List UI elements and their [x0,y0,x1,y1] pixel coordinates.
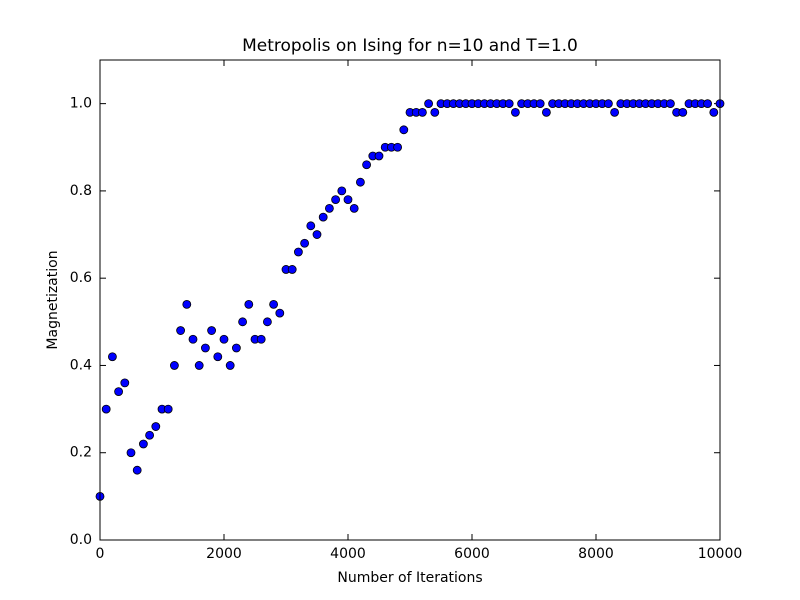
point [374,151,384,161]
point [349,203,359,213]
point [256,334,266,344]
point [610,107,619,117]
point [219,334,229,344]
point [194,361,204,370]
point [244,299,254,309]
x-tick-label: 4000 [330,546,366,562]
point [417,107,427,117]
point [275,308,285,318]
point [337,186,347,196]
x-tick-label: 8000 [578,546,614,562]
y-tick-label: 0.6 [70,270,92,286]
x-tick-label: 2000 [206,546,242,562]
point [324,203,334,213]
y-tick-label: 0.2 [70,445,92,461]
point [163,404,173,414]
point [535,99,545,109]
y-tick-label: 0.4 [70,357,92,373]
point [138,439,148,449]
point [355,177,365,187]
point [511,107,520,117]
point [182,299,192,309]
y-tick-label: 0.8 [70,183,92,199]
point [101,404,111,414]
point [300,238,310,248]
point [176,326,186,335]
point [293,247,303,257]
point [126,448,136,458]
point [213,352,223,362]
point [269,299,279,309]
point [188,334,198,344]
point [331,195,341,205]
point [200,343,210,353]
point [306,221,316,231]
y-axis-label: Magnetization [45,250,61,349]
point [238,317,248,327]
x-axis-label: Number of Iterations [337,570,482,586]
point [430,107,440,117]
point [169,361,179,370]
y-tick-label: 0.0 [70,532,92,548]
point [262,317,272,327]
point [151,422,161,431]
point [703,99,712,109]
point [145,430,155,440]
point [709,107,719,117]
point [399,125,409,135]
point [108,352,117,362]
point [343,195,353,205]
point [312,230,322,239]
point [393,142,403,152]
point [678,107,688,117]
chart-title: Metropolis on Ising for n=10 and T=1.0 [242,36,578,56]
point [132,465,142,475]
point [207,326,217,335]
plot-frame [99,59,721,541]
point [120,378,130,388]
x-tick-label: 0 [96,546,105,562]
point [504,99,514,109]
point [225,361,235,370]
x-tick-label: 6000 [454,546,490,562]
point [318,212,328,222]
y-tick-label: 1.0 [70,96,92,112]
point [542,107,551,117]
point [114,387,123,397]
point [424,99,434,109]
point [287,265,297,274]
point [604,99,613,109]
point [231,343,241,353]
point [666,99,675,109]
point [362,160,372,170]
x-tick-label: 10000 [698,546,743,562]
